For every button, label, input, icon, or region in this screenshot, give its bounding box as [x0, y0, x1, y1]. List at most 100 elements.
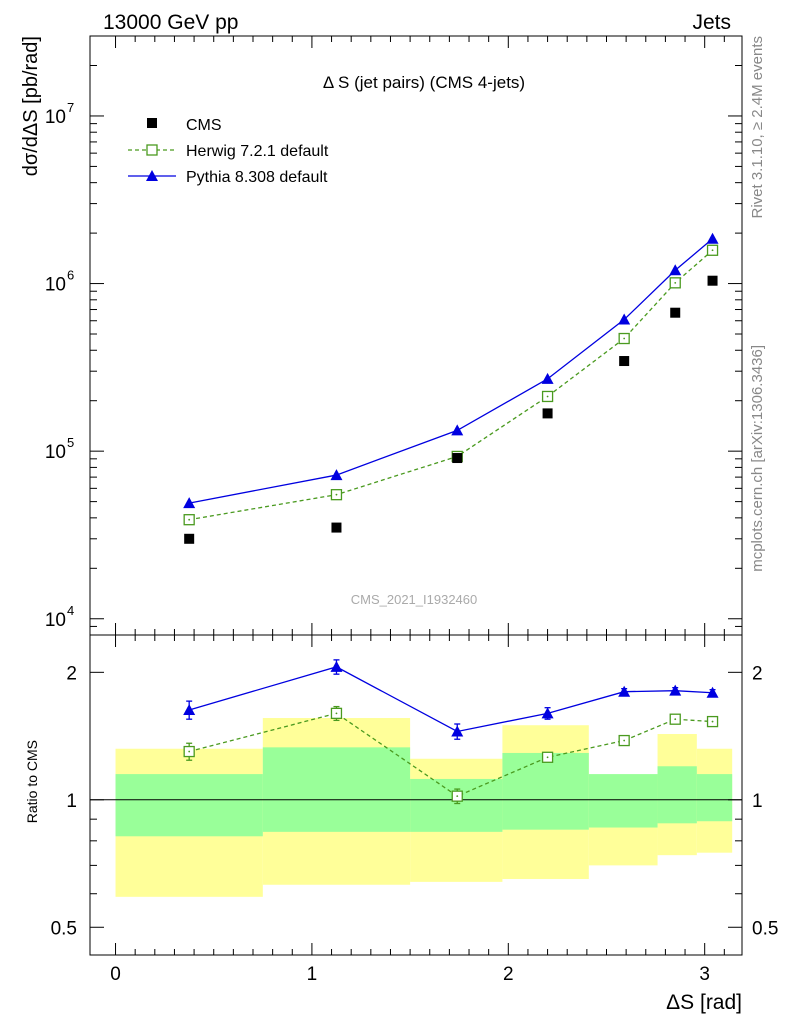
main-point-2-0: [183, 497, 196, 509]
ratio-point-1-2-dot: [456, 795, 459, 798]
main-point-2-1: [330, 469, 343, 481]
main-point-1-6-dot: [711, 249, 714, 252]
main-point-1-4: [618, 332, 630, 345]
main-point-0-6: [707, 275, 718, 286]
main-point-1-0: [183, 514, 195, 526]
ratio-point-1-5-dot: [674, 718, 677, 721]
x-tick-label-0: 0: [110, 964, 121, 985]
main-point-1-3-dot: [546, 395, 549, 398]
x-tick-label-1: 1: [307, 964, 318, 985]
legend: CMS Herwig 7.2.1 default Pythia 8.308 de…: [128, 117, 329, 186]
legend-marker-pythia: [146, 170, 158, 181]
ratio-point-2-3: [541, 707, 554, 719]
main-line-2: [189, 238, 713, 504]
legend-entry-cms: CMS: [147, 117, 222, 134]
ratio-y-tick-label-1: 1: [66, 791, 77, 812]
ratio-y-axis-label: Ratio to CMS: [24, 740, 40, 823]
legend-label-pythia: Pythia 8.308 default: [186, 169, 328, 186]
x-tick-label-3: 3: [699, 964, 710, 985]
legend-entry-pythia: Pythia 8.308 default: [128, 169, 328, 186]
main-point-0-0: [184, 533, 195, 544]
legend-entry-herwig: Herwig 7.2.1 default: [128, 143, 329, 160]
header-left: 13000 GeV pp: [103, 11, 238, 34]
main-y-tick-exp-2: 6: [67, 268, 74, 283]
band-green-2: [410, 778, 503, 832]
source-label: mcplots.cern.ch [arXiv:1306.3436]: [749, 345, 766, 572]
band-green-5: [657, 766, 697, 824]
ratio-y-tick-label-right-1: 1: [752, 791, 763, 812]
ratio-point-1-2: [451, 790, 463, 802]
ratio-point-1-6-dot: [711, 720, 714, 723]
main-point-1-1-dot: [335, 493, 338, 496]
band-green-3: [502, 752, 589, 830]
main-point-1-0-dot: [188, 518, 191, 521]
ratio-point-1-3: [541, 751, 554, 763]
band-green-1: [262, 747, 411, 832]
main-point-2-6: [706, 232, 719, 244]
main-point-0-2: [452, 453, 463, 464]
legend-marker-herwig: [146, 144, 158, 156]
main-point-1-4-dot: [623, 337, 626, 340]
ratio-point-2-1: [330, 660, 343, 672]
ratio-y-tick-label-2: 2: [66, 663, 77, 684]
x-axis-label: ΔS [rad]: [666, 991, 742, 1014]
band-green-6: [696, 774, 733, 822]
x-tick-label-2: 2: [503, 964, 514, 985]
main-point-1-5: [669, 277, 681, 289]
ratio-point-1-4-dot: [623, 739, 626, 742]
ratio-point-2-4: [618, 685, 631, 697]
main-point-2-2: [451, 424, 464, 436]
y-axis-label: dσ/dΔS [pb/rad]: [20, 36, 42, 176]
main-point-1-5-dot: [674, 281, 677, 284]
main-point-2-4: [618, 313, 631, 325]
band-green-0: [115, 774, 263, 837]
main-y-tick-exp-1: 5: [67, 435, 74, 450]
ratio-point-1-1-dot: [335, 712, 338, 715]
band-green-4: [588, 774, 658, 828]
main-y-tick-label-1: 10: [45, 442, 66, 463]
plot-frames: [89, 35, 743, 956]
main-point-0-3: [542, 408, 553, 419]
legend-label-herwig: Herwig 7.2.1 default: [186, 143, 329, 160]
main-y-tick-exp-0: 4: [67, 603, 74, 618]
main-point-1-6: [706, 244, 719, 256]
ratio-point-1-4: [618, 734, 630, 747]
rivet-label: Rivet 3.1.10, ≥ 2.4M events: [749, 36, 766, 219]
ratio-y-tick-label-right-0: 0.5: [752, 918, 778, 939]
main-point-0-4: [619, 356, 630, 367]
watermark: CMS_2021_I1932460: [351, 592, 478, 607]
ratio-uncertainty-bands: [115, 718, 733, 897]
main-point-2-5: [669, 264, 682, 276]
ratio-point-2-6: [706, 686, 719, 698]
legend-label-cms: CMS: [186, 117, 222, 134]
ratio-point-2-2: [451, 725, 464, 737]
main-point-1-3: [541, 390, 554, 403]
main-y-tick-label-2: 10: [45, 275, 66, 296]
ratio-point-1-5: [669, 713, 681, 725]
main-point-2-3: [541, 372, 554, 384]
chart-title: Δ S (jet pairs) (CMS 4-jets): [323, 73, 525, 92]
main-y-tick-exp-3: 7: [67, 100, 74, 115]
ratio-point-1-1: [330, 707, 343, 720]
ratio-point-2-5: [669, 684, 682, 696]
main-plot-marks: [183, 232, 719, 544]
main-line-1: [189, 249, 713, 521]
ratio-frame: [89, 634, 743, 956]
main-point-0-5: [670, 307, 681, 318]
ratio-point-1-6: [706, 715, 719, 728]
ratio-point-1-3-dot: [546, 756, 549, 759]
ratio-y-tick-label-0: 0.5: [51, 918, 77, 939]
ratio-point-2-0: [183, 703, 196, 715]
ratio-y-tick-label-right-2: 2: [752, 663, 763, 684]
header-right: Jets: [692, 11, 731, 34]
ratio-point-1-0-dot: [188, 750, 191, 753]
legend-marker-cms: [147, 118, 157, 128]
main-point-0-1: [331, 522, 342, 533]
main-y-tick-label-0: 10: [45, 610, 66, 631]
main-y-tick-label-3: 10: [45, 107, 66, 128]
ratio-point-1-0: [183, 745, 195, 758]
ratio-plot-marks: [183, 659, 719, 805]
main-point-1-1: [330, 489, 343, 501]
